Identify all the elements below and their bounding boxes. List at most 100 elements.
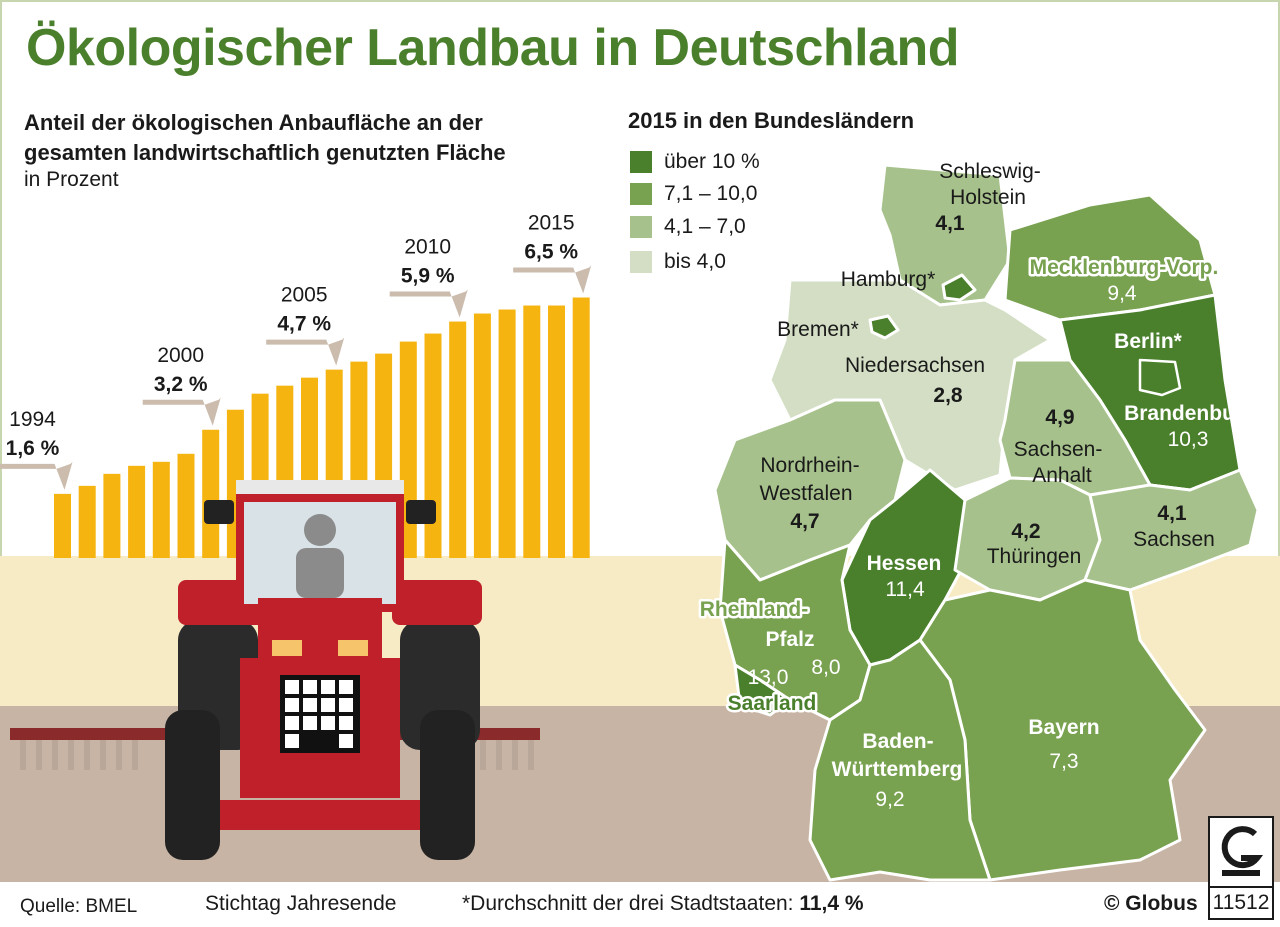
bar-2014: [548, 305, 565, 558]
legend-item: 7,1 – 10,0: [630, 182, 757, 206]
value-sh: 4,1: [935, 212, 965, 235]
bar-2000: [202, 429, 220, 558]
chart-unit: in Prozent: [24, 168, 119, 191]
callout-value-2015: 6,5 %: [524, 241, 578, 264]
value-sachsen: 4,1: [1157, 502, 1187, 525]
label-bw-line2: Württemberg: [832, 758, 963, 781]
value-brandenburg: 10,3: [1168, 428, 1209, 451]
label-nrw-line2: Westfalen: [760, 482, 853, 505]
average-note-text: *Durchschnitt der drei Stadtstaaten:: [462, 892, 800, 915]
legend-item: bis 4,0: [630, 250, 726, 274]
legend-item: 4,1 – 7,0: [630, 215, 746, 239]
bar-2012: [498, 309, 516, 558]
value-rp: 8,0: [811, 656, 840, 679]
label-sachsen: Sachsen: [1133, 528, 1215, 551]
driver-body: [296, 548, 344, 598]
state-hamburg: [941, 273, 977, 302]
footer: [0, 882, 1280, 927]
graphic-number: 11512: [1210, 886, 1272, 918]
subtitle-line-1: Anteil der ökologischen Anbaufläche an d…: [24, 110, 483, 135]
fender-right: [392, 580, 482, 625]
tractor-illustration: [10, 480, 540, 860]
label-rp-line1: Rheinland-: [700, 598, 809, 621]
callout-pointer-2005: [266, 337, 345, 366]
legend-title: 2015 in den Bundesländern: [628, 108, 915, 133]
value-nrw: 4,7: [790, 510, 819, 533]
globus-g-icon: [1221, 826, 1264, 876]
label-rp-line2: Pfalz: [765, 628, 814, 651]
stichtag-text: Stichtag Jahresende: [205, 892, 397, 915]
value-sachsen-anhalt: 4,9: [1045, 406, 1074, 429]
callout-pointer-2000: [142, 397, 221, 426]
label-brandenburg: Brandenburg: [1124, 402, 1256, 425]
callout-pointer-2015: [513, 265, 592, 294]
label-nrw-line1: Nordrhein-: [760, 454, 859, 477]
callouts-group: 1994 1,6 % 2000 3,2 % 2005 4,7 % 2010 5,9 % 2015…: [0, 212, 592, 490]
front-axle: [220, 800, 420, 830]
label-sa-line1: Sachsen-: [1014, 438, 1103, 461]
bar-2013: [523, 305, 541, 558]
label-mv: Mecklenburg-Vorp.: [1030, 256, 1219, 279]
label-bremen: Bremen*: [777, 318, 859, 341]
state-berlin: [1138, 358, 1182, 397]
driver-head: [304, 514, 336, 546]
state-saarland: [733, 663, 792, 717]
state-bremen: [868, 314, 900, 340]
state-sachsen: [1083, 468, 1260, 592]
globus-logo: 11512: [1208, 816, 1274, 920]
callout-value-2000: 3,2 %: [154, 373, 208, 396]
page-title: Ökologischer Landbau in Deutschland: [26, 19, 960, 77]
subtitle-line-2: gesamten landwirtschaftlich genutzten Fl…: [24, 140, 506, 165]
bar-1999: [177, 453, 195, 558]
legend-swatch: [630, 151, 652, 173]
value-mv: 9,4: [1107, 282, 1137, 305]
value-bayern: 7,3: [1049, 750, 1078, 773]
callout-year-1994: 1994: [9, 408, 56, 431]
callout-year-2005: 2005: [281, 284, 328, 307]
value-niedersachsen: 2,8: [933, 384, 963, 407]
source-text: Quelle: BMEL: [20, 896, 138, 917]
bar-2010: [449, 321, 467, 558]
bar-1995: [78, 485, 96, 558]
bar-2011: [473, 313, 491, 558]
legend-item: über 10 %: [630, 150, 760, 174]
callout-pointer-2010: [389, 289, 468, 318]
front-wheel-right: [420, 710, 475, 860]
callout-value-1994: 1,6 %: [6, 437, 60, 460]
callout-year-2000: 2000: [157, 344, 204, 367]
legend-swatch: [630, 216, 652, 238]
harrow-tines: [20, 740, 534, 770]
label-hamburg: Hamburg*: [841, 268, 936, 291]
label-bayern: Bayern: [1028, 716, 1099, 739]
label-sh-line2: Holstein: [950, 186, 1026, 209]
callout-pointer-1994: [0, 461, 73, 490]
chart-subtitle: Anteil der ökologischen Anbaufläche an d…: [24, 108, 614, 168]
label-hessen: Hessen: [867, 552, 942, 575]
value-saarland: 13,0: [748, 666, 789, 689]
front-wheel-left: [165, 710, 220, 860]
legend-swatch: [630, 183, 652, 205]
label-sa-line2: Anhalt: [1032, 464, 1092, 487]
bar-1994: [54, 493, 71, 558]
bar-2015: [572, 297, 590, 558]
label-bw-line1: Baden-: [862, 730, 933, 753]
copyright: © Globus: [1104, 892, 1198, 915]
callout-year-2015: 2015: [528, 212, 575, 235]
bar-1997: [128, 465, 146, 558]
bar-1996: [103, 473, 121, 558]
value-hessen: 11,4: [885, 578, 925, 601]
callout-value-2010: 5,9 %: [401, 265, 455, 288]
mirror-right: [406, 500, 436, 524]
legend-label: 4,1 – 7,0: [664, 215, 746, 238]
state-niedersachsen: [768, 278, 1052, 492]
state-baden-wuerttemberg: [808, 638, 992, 882]
legend-swatch: [630, 251, 652, 273]
mirror-left: [204, 500, 234, 524]
label-sh-line1: Schleswig-: [939, 160, 1041, 183]
average-note-value: 11,4 %: [799, 892, 864, 915]
label-niedersachsen: Niedersachsen: [845, 354, 985, 377]
label-saarland: Saarland: [728, 692, 817, 715]
cab-roof: [236, 480, 404, 498]
value-thueringen: 4,2: [1011, 520, 1040, 543]
legend-label: 7,1 – 10,0: [664, 182, 758, 205]
